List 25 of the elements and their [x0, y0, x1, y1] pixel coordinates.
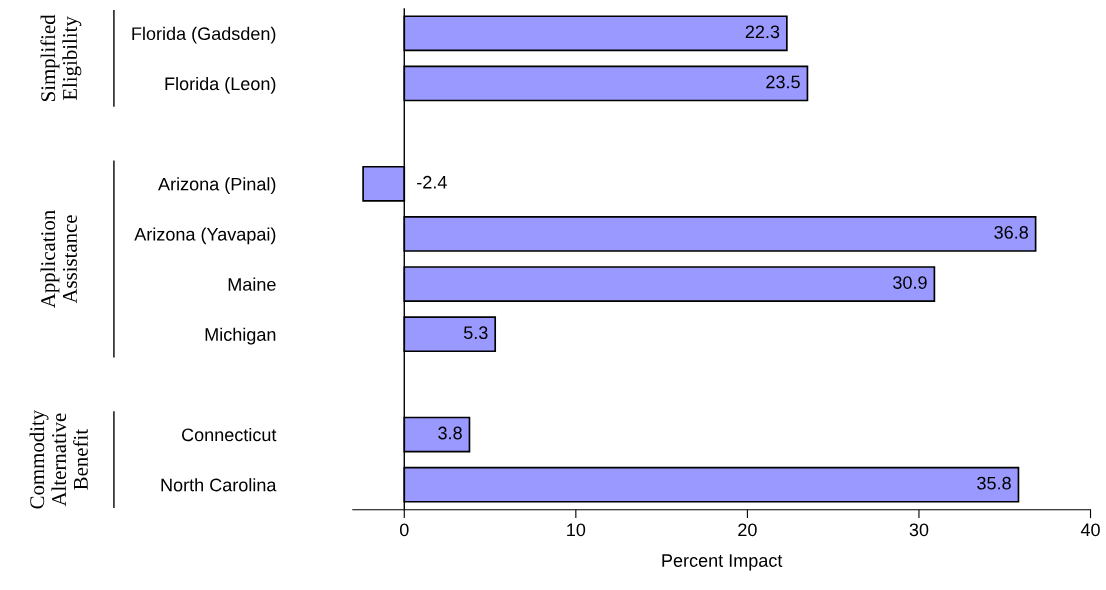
data-label: 30.9 [893, 276, 927, 289]
y-tick-label: Arizona (Yavapai) [134, 227, 276, 245]
data-label: 23.5 [766, 75, 800, 89]
data-label: 22.3 [745, 25, 780, 39]
y-tick-label: Connecticut [182, 427, 277, 442]
text: Simplified Eligibility [40, 14, 82, 101]
data-label: 5.3 [463, 326, 488, 340]
x-tick-label: 40 [1080, 523, 1100, 537]
data-label: 35.8 [977, 476, 1011, 490]
text: Application Assistance [40, 210, 77, 308]
y-tick-label: Arizona (Pinal) [158, 177, 276, 195]
data-label: 3.8 [438, 426, 462, 440]
y-tick-label: Michigan [205, 327, 276, 345]
x-axis-title: Percent Impact [662, 554, 783, 571]
y-tick-label: Florida (Leon) [165, 76, 276, 94]
x-tick-label: 20 [738, 523, 757, 537]
y-tick-label: Florida (Gadsden) [132, 26, 276, 44]
x-tick-label: 10 [567, 523, 586, 537]
y-tick-label: North Carolina [161, 478, 277, 492]
x-tick-label: 30 [909, 523, 929, 537]
data-label: 36.8 [994, 226, 1028, 239]
x-tick-label: 0 [399, 523, 409, 537]
text: Commodity Alternative Benefit [29, 409, 88, 509]
y-tick-label: Maine [228, 277, 276, 291]
data-label: -2.4 [417, 175, 447, 189]
